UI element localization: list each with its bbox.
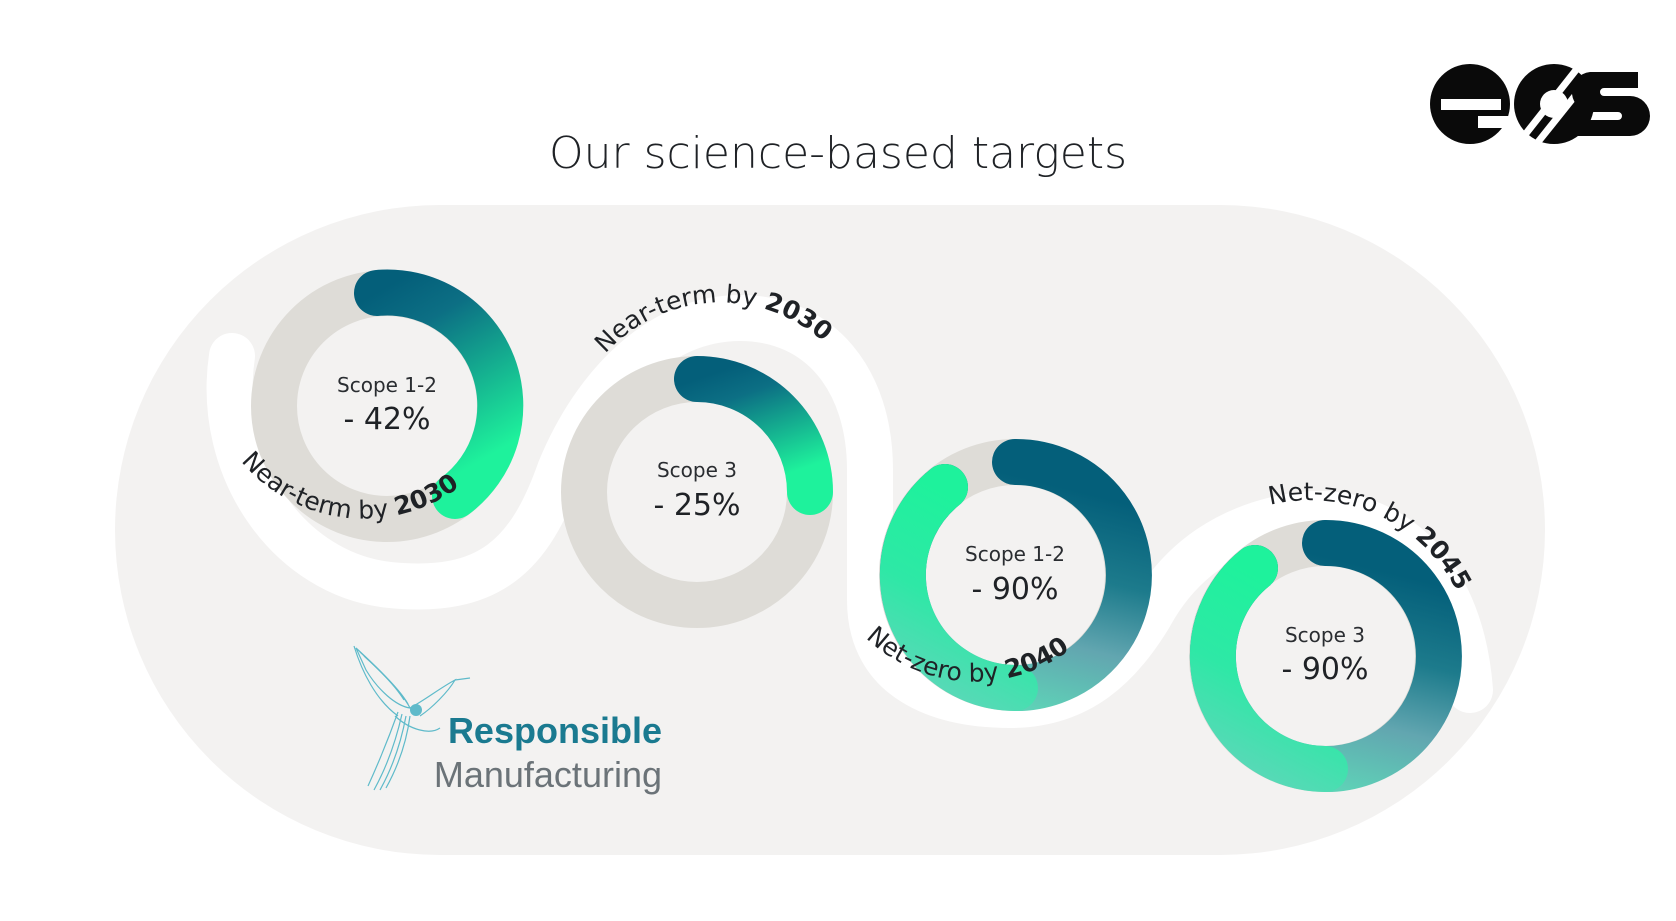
connector-curve xyxy=(206,294,1493,729)
reduction-value: - 42% xyxy=(343,402,430,437)
scope-label: Scope 3 xyxy=(1285,623,1365,647)
scope-label: Scope 1-2 xyxy=(965,542,1065,566)
target-ring-3: Scope 1-2 - 90% xyxy=(879,438,1152,711)
progress-arc-lead xyxy=(879,464,1038,711)
progress-arc xyxy=(354,269,524,519)
scope-label: Scope 3 xyxy=(657,458,737,482)
hummingbird-icon xyxy=(353,645,471,791)
progress-arc xyxy=(674,356,833,515)
progress-arc-lead xyxy=(1189,545,1348,792)
page-title: Our science-based targets xyxy=(549,128,1127,179)
brand-block: Responsible Manufacturing xyxy=(353,645,662,795)
reduction-value: - 90% xyxy=(1281,652,1368,687)
scope-label: Scope 1-2 xyxy=(337,373,437,397)
reduction-value: - 90% xyxy=(971,572,1058,607)
brand-line-2: Manufacturing xyxy=(434,754,662,795)
brand-line-1: Responsible xyxy=(448,710,662,751)
eos-logo xyxy=(1430,64,1650,145)
target-ring-1: Scope 1-2 - 42% xyxy=(251,269,524,542)
target-ring-4: Scope 3 - 90% xyxy=(1189,519,1462,792)
reduction-value: - 25% xyxy=(653,488,740,523)
target-ring-2: Scope 3 - 25% xyxy=(561,356,833,628)
